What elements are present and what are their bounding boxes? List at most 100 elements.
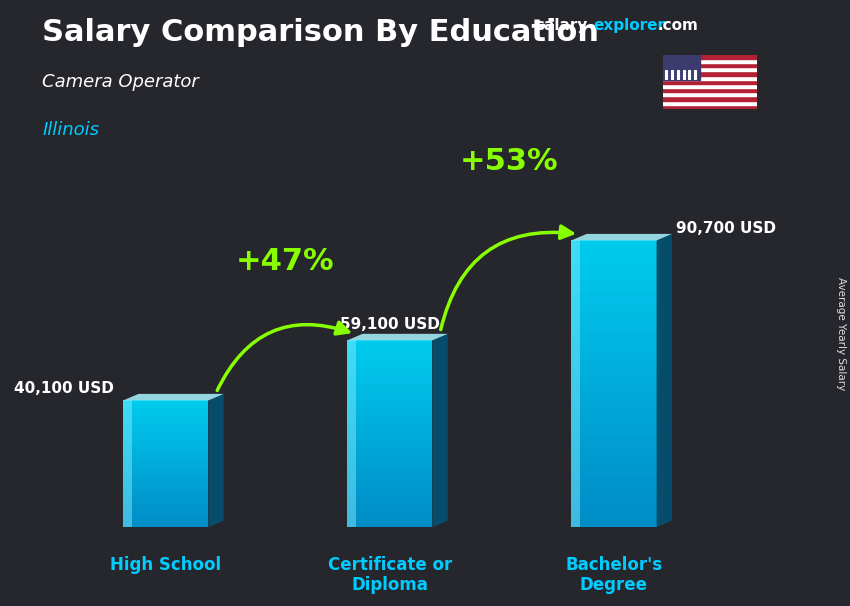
Bar xyxy=(348,393,433,396)
Polygon shape xyxy=(123,394,224,401)
Bar xyxy=(348,445,433,448)
Polygon shape xyxy=(571,234,672,241)
Bar xyxy=(571,344,656,350)
Bar xyxy=(663,55,700,80)
Bar xyxy=(123,433,208,436)
Bar xyxy=(663,76,756,80)
Bar xyxy=(348,467,433,471)
Bar xyxy=(348,426,433,430)
Bar xyxy=(571,384,656,390)
Bar xyxy=(348,479,433,482)
Bar xyxy=(123,421,208,423)
Bar xyxy=(123,431,208,433)
Bar xyxy=(571,516,656,522)
Bar xyxy=(123,461,208,464)
Bar xyxy=(123,466,208,469)
Bar xyxy=(348,512,433,516)
Bar xyxy=(663,84,756,88)
Bar xyxy=(571,355,656,361)
Polygon shape xyxy=(433,334,448,527)
Bar xyxy=(123,497,208,499)
Bar xyxy=(348,341,433,344)
Bar xyxy=(348,434,433,438)
Bar xyxy=(348,453,433,456)
Bar xyxy=(123,469,208,471)
Bar xyxy=(123,464,208,467)
Bar xyxy=(571,241,656,246)
Bar xyxy=(348,438,433,441)
Bar xyxy=(348,348,433,351)
Bar xyxy=(348,524,433,527)
Bar xyxy=(663,105,756,109)
Text: +53%: +53% xyxy=(460,147,558,176)
Bar xyxy=(571,521,656,527)
Bar xyxy=(348,501,433,505)
Bar xyxy=(571,258,656,264)
Bar xyxy=(348,498,433,501)
Bar xyxy=(123,401,208,403)
Bar xyxy=(663,67,756,72)
Bar xyxy=(123,454,208,456)
Bar xyxy=(571,430,656,436)
Bar xyxy=(123,403,208,405)
Bar xyxy=(571,372,656,378)
Text: Certificate or
Diploma: Certificate or Diploma xyxy=(328,556,452,594)
Text: .com: .com xyxy=(658,18,699,33)
Bar xyxy=(348,396,433,400)
Bar xyxy=(348,464,433,467)
Bar xyxy=(348,389,433,393)
Bar xyxy=(348,441,433,445)
Bar xyxy=(571,504,656,510)
Bar xyxy=(571,476,656,481)
Bar xyxy=(123,512,208,514)
Bar xyxy=(571,395,656,401)
Bar xyxy=(348,490,433,493)
FancyArrowPatch shape xyxy=(218,322,348,390)
Bar xyxy=(348,520,433,524)
Bar xyxy=(571,241,580,527)
Bar xyxy=(571,447,656,453)
Bar xyxy=(123,519,208,522)
Bar xyxy=(123,410,208,413)
Bar xyxy=(123,471,208,474)
Bar xyxy=(663,59,756,63)
Text: Salary Comparison By Education: Salary Comparison By Education xyxy=(42,18,599,47)
Bar xyxy=(348,456,433,460)
Bar xyxy=(571,390,656,395)
Bar xyxy=(348,381,433,385)
Bar xyxy=(571,338,656,344)
Bar xyxy=(123,510,208,512)
Bar xyxy=(663,92,756,96)
Bar xyxy=(571,332,656,338)
Bar xyxy=(123,484,208,487)
Bar xyxy=(123,436,208,439)
Bar xyxy=(663,80,756,84)
Bar xyxy=(571,470,656,476)
Bar xyxy=(571,269,656,275)
Bar xyxy=(123,405,208,408)
Bar xyxy=(123,459,208,461)
Bar xyxy=(123,423,208,426)
Bar xyxy=(348,471,433,475)
Bar xyxy=(663,55,756,59)
Bar xyxy=(123,499,208,502)
Text: +47%: +47% xyxy=(236,247,335,276)
Bar xyxy=(348,460,433,464)
Bar xyxy=(571,378,656,384)
Bar xyxy=(571,263,656,269)
Bar xyxy=(123,491,208,494)
FancyArrowPatch shape xyxy=(440,226,572,330)
Bar xyxy=(123,502,208,504)
Bar xyxy=(571,498,656,504)
Bar xyxy=(663,88,756,92)
Bar xyxy=(348,408,433,411)
Text: High School: High School xyxy=(110,556,221,574)
Bar xyxy=(348,370,433,374)
Bar xyxy=(348,344,433,348)
Bar xyxy=(571,401,656,407)
Bar xyxy=(123,525,208,527)
Bar xyxy=(571,246,656,252)
Bar xyxy=(571,418,656,424)
Bar xyxy=(571,292,656,298)
Bar xyxy=(123,474,208,476)
